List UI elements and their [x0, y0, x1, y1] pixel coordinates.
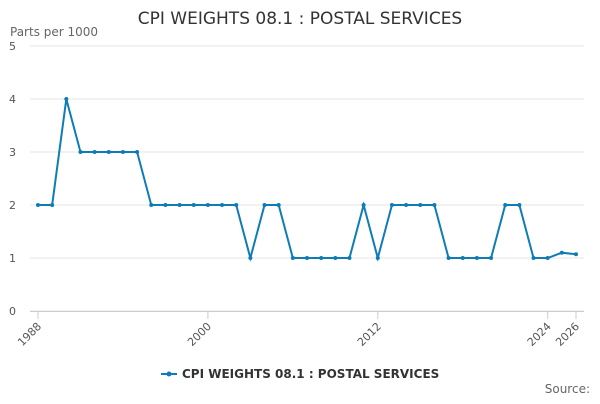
- point: [248, 256, 253, 260]
- point: [474, 256, 479, 260]
- source: Source:: [545, 382, 590, 396]
- point: [262, 203, 267, 207]
- point: [120, 150, 125, 154]
- point: [446, 256, 451, 260]
- point: [432, 203, 437, 207]
- point: [545, 256, 550, 260]
- point: [418, 203, 423, 207]
- point: [489, 256, 494, 260]
- point: [163, 203, 168, 207]
- point: [375, 256, 380, 260]
- point: [389, 203, 394, 207]
- legend-marker: [166, 371, 172, 377]
- chart-title: CPI WEIGHTS 08.1 : POSTAL SERVICES: [138, 9, 462, 29]
- legend-label: CPI WEIGHTS 08.1 : POSTAL SERVICES: [182, 367, 439, 381]
- point: [78, 150, 83, 154]
- y-tick-label: 2: [9, 199, 16, 212]
- point: [574, 252, 578, 257]
- point: [50, 203, 55, 207]
- point: [149, 203, 154, 207]
- point: [559, 250, 564, 255]
- point: [92, 150, 97, 154]
- point: [220, 203, 225, 207]
- y-tick-label: 4: [9, 93, 16, 106]
- y-tick-label: 0: [9, 305, 16, 318]
- point: [135, 150, 140, 154]
- line: [38, 98, 577, 262]
- point: [290, 256, 295, 260]
- point: [319, 256, 324, 260]
- point: [276, 203, 281, 207]
- point: [531, 256, 536, 260]
- point: [106, 150, 111, 154]
- point: [404, 203, 409, 207]
- point: [347, 256, 352, 260]
- x-tick-label: 2000: [185, 320, 214, 349]
- x-tick-label: 2026: [553, 320, 582, 349]
- y-tick-label: 1: [9, 252, 16, 265]
- point: [36, 203, 40, 207]
- point: [234, 203, 239, 207]
- y-axis-label: Parts per 1000: [10, 25, 98, 39]
- point: [517, 203, 522, 207]
- point: [177, 203, 182, 207]
- point: [361, 203, 366, 207]
- x-tick-label: 1988: [15, 320, 44, 349]
- point: [191, 203, 196, 207]
- point: [460, 256, 465, 260]
- point: [205, 203, 210, 207]
- y-tick-label: 3: [9, 146, 16, 159]
- x-tick-label: 2012: [355, 320, 384, 349]
- point: [333, 256, 338, 260]
- x-tick-label: 2024: [525, 320, 554, 349]
- y-tick-label: 5: [9, 40, 16, 53]
- point: [305, 256, 309, 260]
- point: [64, 97, 69, 101]
- point: [503, 203, 508, 207]
